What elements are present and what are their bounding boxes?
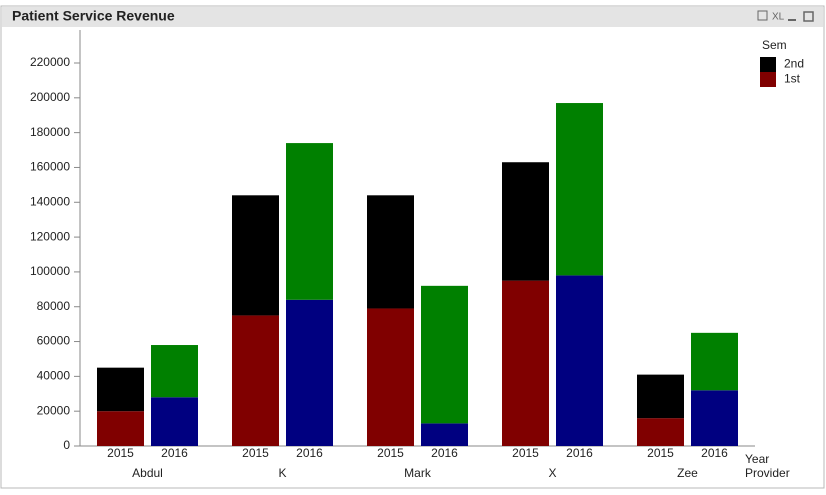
bar-segment	[691, 390, 738, 446]
y-tick-label: 100000	[30, 264, 70, 278]
x-tick-label: Abdul	[132, 466, 163, 480]
y-tick-label: 40000	[37, 369, 71, 383]
bar-segment	[421, 285, 468, 424]
bar-segment	[637, 374, 684, 419]
legend-title: Sem	[762, 38, 787, 52]
bar-segment	[232, 195, 279, 316]
legend-label: 1st	[784, 72, 801, 86]
y-tick-label: 180000	[30, 125, 70, 139]
chart-title: Patient Service Revenue	[12, 8, 175, 24]
bar-segment	[232, 315, 279, 446]
x-subtick-label: 2016	[296, 446, 323, 460]
x-subtick-label: 2015	[377, 446, 404, 460]
bar-segment	[502, 280, 549, 446]
bar-segment	[286, 299, 333, 446]
bar-segment	[556, 103, 603, 276]
y-tick-label: 220000	[30, 55, 70, 69]
bar-segment	[367, 195, 414, 309]
y-tick-label: 200000	[30, 90, 70, 104]
x-subtick-label: 2016	[161, 446, 188, 460]
title-bar	[2, 7, 823, 27]
bar-segment	[286, 143, 333, 300]
print-icon[interactable]	[757, 10, 768, 21]
x-subtick-label: 2015	[647, 446, 674, 460]
bar-segment	[637, 418, 684, 446]
excel-icon[interactable]: XL	[772, 12, 785, 23]
bar-segment	[97, 411, 144, 446]
bar-segment	[421, 423, 468, 446]
x-subtick-label: 2016	[566, 446, 593, 460]
bar-segment	[97, 367, 144, 412]
y-tick-label: 140000	[30, 194, 70, 208]
bar-segment	[151, 397, 198, 446]
y-tick-label: 160000	[30, 160, 70, 174]
x-tick-label: Mark	[404, 466, 432, 480]
y-tick-label: 0	[63, 438, 70, 452]
x-subtick-label: 2015	[242, 446, 269, 460]
x-tick-label: K	[278, 466, 286, 480]
legend-label: 2nd	[784, 57, 804, 71]
y-tick-label: 20000	[37, 403, 71, 417]
x-axis-title: Provider	[745, 466, 790, 480]
y-tick-label: 80000	[37, 299, 71, 313]
x-tick-label: X	[548, 466, 556, 480]
legend-swatch	[760, 57, 776, 72]
x-subtick-label: 2015	[107, 446, 134, 460]
maximize-icon[interactable]	[803, 11, 814, 22]
y-tick-label: 60000	[37, 334, 71, 348]
bar-segment	[556, 275, 603, 446]
bar-segment	[691, 332, 738, 391]
bar-segment	[502, 162, 549, 281]
y-tick-label: 120000	[30, 229, 70, 243]
x-subtick-label: 2016	[701, 446, 728, 460]
bar-segment	[367, 308, 414, 446]
x-subtick-label: 2016	[431, 446, 458, 460]
x-tick-label: Zee	[677, 466, 698, 480]
bar-segment	[151, 345, 198, 398]
x-subtick-label: 2015	[512, 446, 539, 460]
legend-swatch	[760, 72, 776, 87]
x-axis-title: Year	[745, 452, 769, 466]
